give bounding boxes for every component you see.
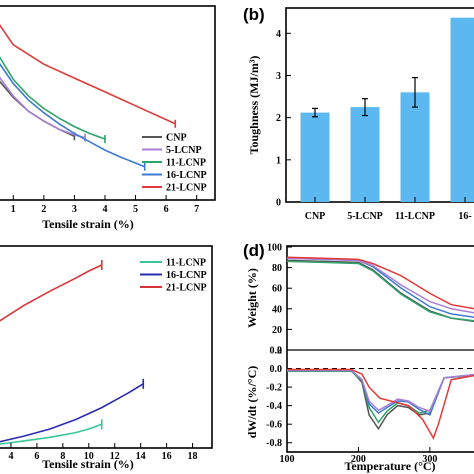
panel-a-x-tick-label-2: 3 (72, 204, 77, 215)
panel-a-legend-label-4: 21-LCNP (166, 183, 207, 194)
panel-d-thermal-plot: (d) Weight (%) dW/dt (%/°C) 0 20 40 60 80 100… (243, 241, 474, 473)
panel-c-x-axis-label: Tensile strain (%) (42, 457, 134, 471)
panel-b-bar-1 (350, 107, 380, 202)
panel-d-dtg-axis-label: dW/dt (%/°C) (245, 366, 259, 438)
panel-a-legend-label-1: 5-LCNP (166, 145, 202, 156)
panel-d-weight-axis-label: Weight (%) (245, 268, 259, 328)
panel-d-dtg-line-4 (287, 368, 474, 440)
panel-b-y-tick-label-3: 3 (276, 71, 281, 82)
panel-b-category-label-1: 5-LCNP (347, 211, 383, 222)
panel-d-label: (d) (243, 241, 265, 260)
panel-a-x-tick-label-5: 6 (164, 204, 169, 215)
panel-b-y-ticks: 0 1 2 3 4 (276, 29, 291, 209)
panel-b-bar-3 (450, 17, 474, 203)
panel-d-dtg-lines (287, 368, 474, 440)
panel-d-top-y-tick-label-3: 60 (272, 284, 282, 295)
panel-b-y-tick-label-4: 4 (276, 29, 281, 40)
panel-b-category-label-0: CNP (305, 211, 326, 222)
panel-d-frame (286, 245, 474, 453)
panel-a-legend-label-0: CNP (166, 133, 187, 144)
panel-b-bar-2 (400, 92, 430, 202)
panel-a-line-1 (0, 76, 86, 139)
panel-c-x-tick-label-6: 16 (162, 451, 172, 462)
panel-b-y-tick-label-2: 2 (276, 113, 281, 124)
panel-a-legend-label-3: 16-LCNP (166, 170, 207, 181)
panel-b-category-label-2: 11-LCNP (395, 211, 435, 222)
panel-b-y-axis-label: Toughness (MJ/m³) (247, 56, 261, 155)
panel-a-frame (0, 5, 216, 201)
panel-c-x-tick-label-7: 18 (188, 451, 198, 462)
panel-d-top-y-tick-label-0: 0 (277, 346, 282, 357)
panel-b-y-tick-label-1: 1 (276, 155, 281, 166)
panel-a-x-tick-label-6: 7 (194, 204, 199, 215)
panel-d-top-y-tick-label-1: 20 (272, 325, 282, 336)
panel-a-legend-label-2: 11-LCNP (166, 158, 206, 169)
panel-d-bottom-y-tick-label-0: 0.2 (270, 346, 283, 357)
panel-a-x-tick-label-3: 4 (102, 204, 107, 215)
panel-c-legend-label-1: 16-LCNP (166, 270, 207, 281)
panel-c-frame (0, 245, 213, 449)
panel-c-x-tick-label-2: 8 (60, 451, 65, 462)
panel-c-x-tick-label-3: 10 (84, 451, 94, 462)
panel-d-dtg-line-3 (287, 369, 474, 413)
panel-a-x-tick-label-1: 2 (41, 204, 46, 215)
panel-d-bottom-y-tick-label-5: -0.8 (266, 438, 282, 449)
panel-b-label: (b) (243, 5, 265, 24)
panel-c-x-tick-label-4: 12 (110, 451, 120, 462)
panel-c-line-1 (0, 383, 144, 443)
panel-b-bar-0 (300, 112, 330, 202)
panel-d-bottom-y-tick-label-1: 0.0 (270, 364, 283, 375)
panel-c-x-ticks: 4 6 8 10 12 14 16 18 (8, 443, 198, 462)
panel-c-tensile-plot: 4 6 8 10 12 14 16 18 Tensile strain (%) 11-LCNP… (0, 245, 213, 471)
panel-a-x-ticks: 1 2 3 4 5 6 7 (11, 195, 199, 215)
panel-d-x-tick-label-0: 100 (280, 454, 295, 465)
panel-a-x-axis-label: Tensile strain (%) (42, 217, 134, 231)
panel-a-line-4 (0, 24, 176, 125)
panel-b-y-tick-label-0: 0 (276, 198, 281, 209)
panel-c-x-tick-label-1: 6 (34, 451, 39, 462)
panel-d-bottom-y-tick-label-4: -0.6 (266, 420, 282, 431)
panel-d-tga-line-1 (286, 260, 474, 322)
panel-d-top-y-tick-label-2: 40 (272, 304, 282, 315)
panel-d-tga-lines (286, 256, 474, 323)
panel-d-tga-line-0 (286, 259, 474, 323)
panel-d-top-y-tick-label-4: 80 (272, 263, 282, 274)
panel-c-line-0 (0, 423, 103, 445)
panel-b-category-labels: CNP 5-LCNP 11-LCNP 16- (305, 197, 472, 222)
panel-b-bars (300, 17, 474, 203)
panel-c-line-2 (0, 264, 103, 322)
panel-d-tga-line-4 (286, 256, 474, 310)
panel-d-bottom-y-tick-label-2: -0.2 (266, 383, 282, 394)
panel-a-line-2 (0, 56, 106, 140)
panel-d-x-tick-label-1: 200 (351, 454, 366, 465)
panel-d-top-y-tick-label-5: 100 (267, 243, 282, 254)
panel-b-frame (285, 7, 474, 203)
panel-c-legend-label-0: 11-LCNP (166, 258, 206, 269)
panel-d-x-axis-label: Temperature (°C) (344, 459, 435, 473)
panel-d-x-tick-label-2: 300 (422, 454, 437, 465)
panel-a-series-lines (0, 24, 177, 171)
panel-d-x-ticks: 100 200 300 (280, 447, 437, 465)
panel-d-bottom-y-tick-label-3: -0.4 (266, 401, 282, 412)
panel-a-x-tick-label-0: 1 (11, 204, 16, 215)
panel-a-x-tick-label-4: 5 (133, 204, 138, 215)
panel-b-toughness-bar-chart: (b) Toughness (MJ/m³) 0 1 2 3 4 CNP 5-LCNP 11-… (243, 5, 474, 222)
panel-d-tga-line-3 (286, 257, 474, 314)
panel-c-x-tick-label-5: 14 (136, 451, 146, 462)
panel-c-legend-label-2: 21-LCNP (166, 283, 207, 294)
panel-c-series-lines (0, 260, 145, 445)
panel-c-x-tick-label-0: 4 (8, 451, 13, 462)
panel-a-line-3 (0, 62, 145, 168)
panel-d-y-ticks: 0 20 40 60 80 100 0.2 0.0 -0.2 -0.4 -0.6 -0.8 (266, 243, 292, 449)
panel-b-category-label-3: 16- (458, 211, 471, 222)
